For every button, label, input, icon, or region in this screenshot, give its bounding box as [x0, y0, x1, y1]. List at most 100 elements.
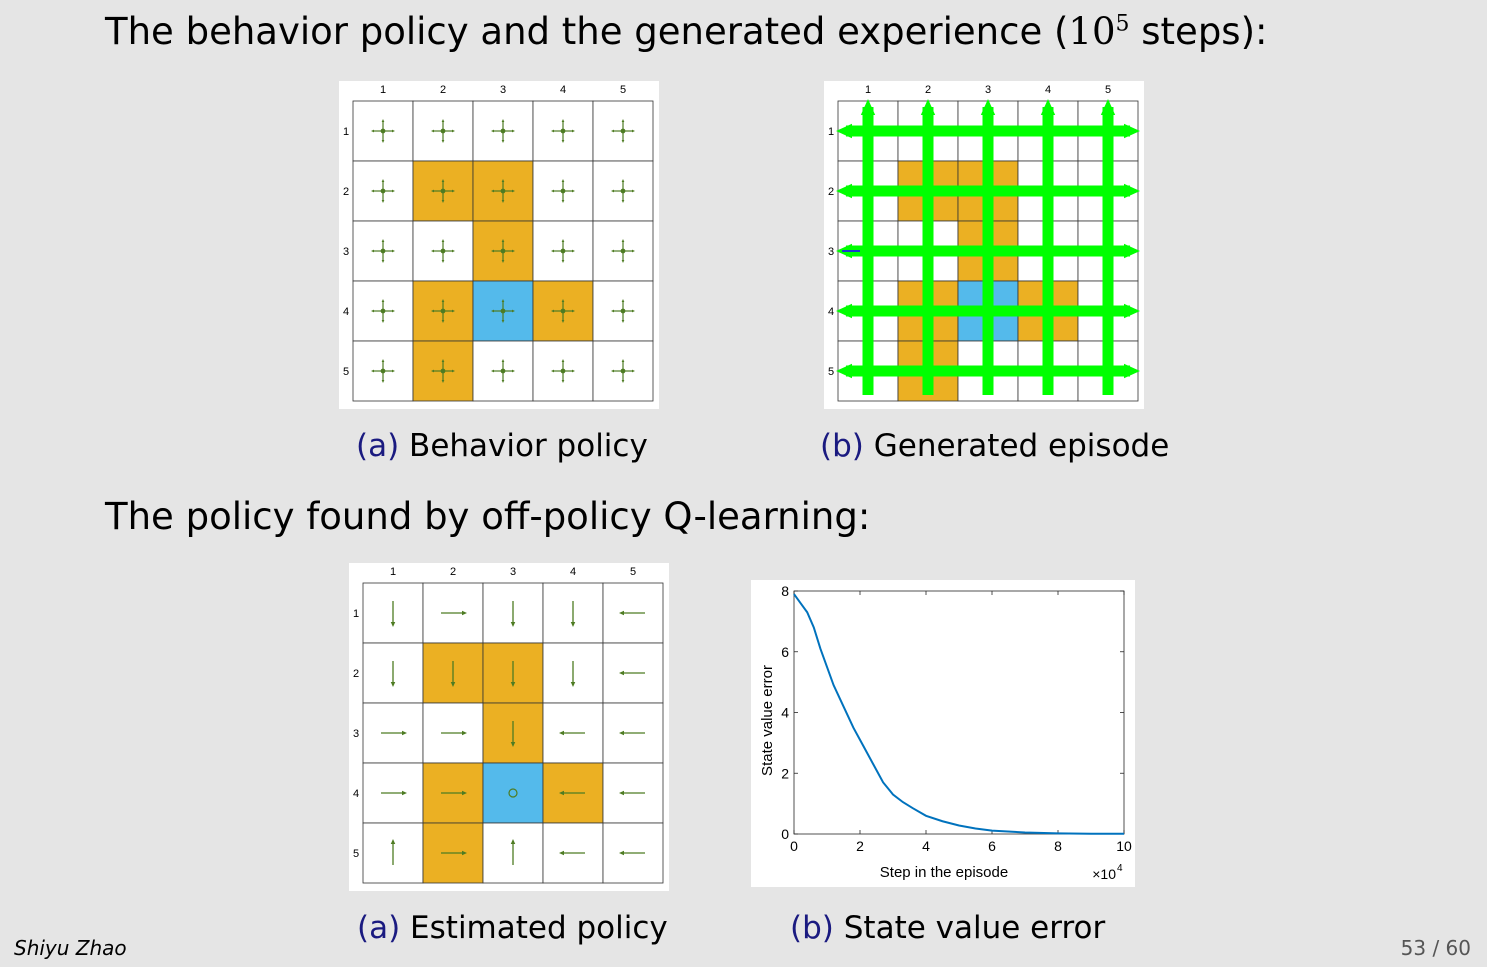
y-tick-label: 6 — [781, 644, 789, 660]
caption-label: (a) — [356, 428, 400, 464]
arrow-head-icon — [462, 730, 467, 736]
stay-dot-icon — [380, 128, 386, 134]
stay-dot-icon — [560, 128, 566, 134]
five-way-cross-icon — [611, 239, 635, 263]
heading-math-exp: 5 — [1115, 11, 1130, 37]
arrow-head-icon — [572, 189, 575, 193]
arrow-head-icon — [491, 309, 494, 313]
column-label: 3 — [500, 84, 506, 96]
arrow-head-icon — [452, 189, 455, 193]
arrow-head-icon — [431, 309, 434, 313]
arrow-head-icon — [441, 320, 445, 323]
arrow-head-icon — [559, 730, 564, 736]
state-value-error-chart: 0 2 4 6 8 10 0 2 4 6 8 Step in the episode State val… — [759, 583, 1132, 882]
arrow-head-icon — [860, 99, 876, 115]
x-tick-label: 0 — [790, 838, 798, 854]
heading-math: 105 — [1068, 10, 1129, 53]
heading-math-base: 10 — [1068, 10, 1116, 53]
arrow-head-icon — [501, 200, 505, 203]
x-multiplier-label: ×10 — [1092, 866, 1116, 882]
five-way-cross-icon — [491, 299, 515, 323]
arrow-head-icon — [561, 140, 565, 143]
arrow-head-icon — [381, 359, 385, 362]
row-label: 5 — [828, 366, 834, 378]
five-way-cross-icon — [491, 179, 515, 203]
arrow-right-icon — [441, 610, 467, 616]
arrow-head-icon — [632, 309, 635, 313]
arrow-right-icon — [441, 790, 467, 796]
five-way-cross-icon — [431, 359, 455, 383]
arrow-right-icon — [381, 790, 407, 796]
arrow-head-icon — [551, 189, 554, 193]
row-label: 3 — [828, 246, 834, 258]
five-way-cross-icon — [551, 299, 575, 323]
behavior-policy-grid: 1 1 2 2 3 3 4 4 5 5 — [343, 84, 654, 402]
arrow-left-icon — [619, 790, 645, 796]
stay-dot-icon — [440, 248, 446, 254]
generated-episode-grid: 1 1 2 2 3 3 4 4 5 5 — [828, 84, 1140, 402]
x-tick-label: 4 — [922, 838, 930, 854]
grid-cell — [532, 220, 594, 282]
arrow-head-icon — [621, 179, 625, 182]
arrow-right-icon — [441, 730, 467, 736]
arrow-head-icon — [572, 129, 575, 133]
arrow-head-icon — [452, 249, 455, 253]
generated-episode-figure: 1 1 2 2 3 3 4 4 5 5 — [824, 81, 1144, 409]
arrow-left-icon — [619, 850, 645, 856]
arrow-head-icon — [501, 239, 505, 242]
arrow-head-icon — [561, 179, 565, 182]
arrow-head-icon — [1100, 99, 1116, 115]
arrow-head-icon — [510, 839, 516, 844]
arrow-head-icon — [572, 249, 575, 253]
arrow-head-icon — [561, 200, 565, 203]
row-label: 5 — [343, 366, 349, 378]
caption-label: (a) — [357, 910, 401, 946]
arrow-up-icon — [390, 839, 396, 865]
caption-estimated-policy: (a) Estimated policy — [357, 910, 668, 946]
arrow-right-icon — [381, 730, 407, 736]
arrow-head-icon — [621, 260, 625, 263]
arrow-head-icon — [836, 303, 852, 319]
arrow-head-icon — [501, 179, 505, 182]
arrow-head-icon — [402, 730, 407, 736]
stay-circle-icon — [508, 788, 518, 798]
stay-dot-icon — [380, 188, 386, 194]
row-label: 2 — [353, 668, 359, 680]
heading-behavior-and-experience: The behavior policy and the generated ex… — [105, 10, 1268, 53]
arrow-head-icon — [381, 119, 385, 122]
arrow-head-icon — [621, 380, 625, 383]
five-way-cross-icon — [431, 299, 455, 323]
arrow-head-icon — [980, 99, 996, 115]
caption-behavior-policy: (a) Behavior policy — [356, 428, 648, 464]
y-tick-label: 4 — [781, 705, 789, 721]
arrow-head-icon — [559, 790, 564, 796]
arrow-head-icon — [381, 299, 385, 302]
arrow-head-icon — [392, 309, 395, 313]
arrow-head-icon — [371, 249, 374, 253]
arrow-head-icon — [572, 309, 575, 313]
column-label: 3 — [510, 566, 516, 578]
arrow-head-icon — [392, 189, 395, 193]
arrow-head-icon — [510, 682, 516, 687]
stay-dot-icon — [620, 248, 626, 254]
five-way-cross-icon — [611, 359, 635, 383]
arrow-head-icon — [619, 610, 624, 616]
arrow-head-icon — [462, 790, 467, 796]
arrow-head-icon — [512, 129, 515, 133]
y-axis-label: State value error — [759, 665, 776, 776]
arrow-head-icon — [561, 119, 565, 122]
stay-dot-icon — [620, 188, 626, 194]
arrow-left-icon — [619, 730, 645, 736]
arrow-head-icon — [450, 682, 456, 687]
arrow-head-icon — [920, 99, 936, 115]
plot-area — [793, 590, 1125, 835]
stay-dot-icon — [380, 368, 386, 374]
column-label: 1 — [380, 84, 386, 96]
arrow-head-icon — [632, 249, 635, 253]
arrow-head-icon — [621, 359, 625, 362]
five-way-cross-icon — [371, 179, 395, 203]
heading-qlearning-policy: The policy found by off-policy Q-learnin… — [105, 495, 871, 538]
arrow-head-icon — [392, 249, 395, 253]
behavior-policy-figure: 1 1 2 2 3 3 4 4 5 5 — [339, 81, 659, 409]
row-label: 4 — [343, 306, 349, 318]
